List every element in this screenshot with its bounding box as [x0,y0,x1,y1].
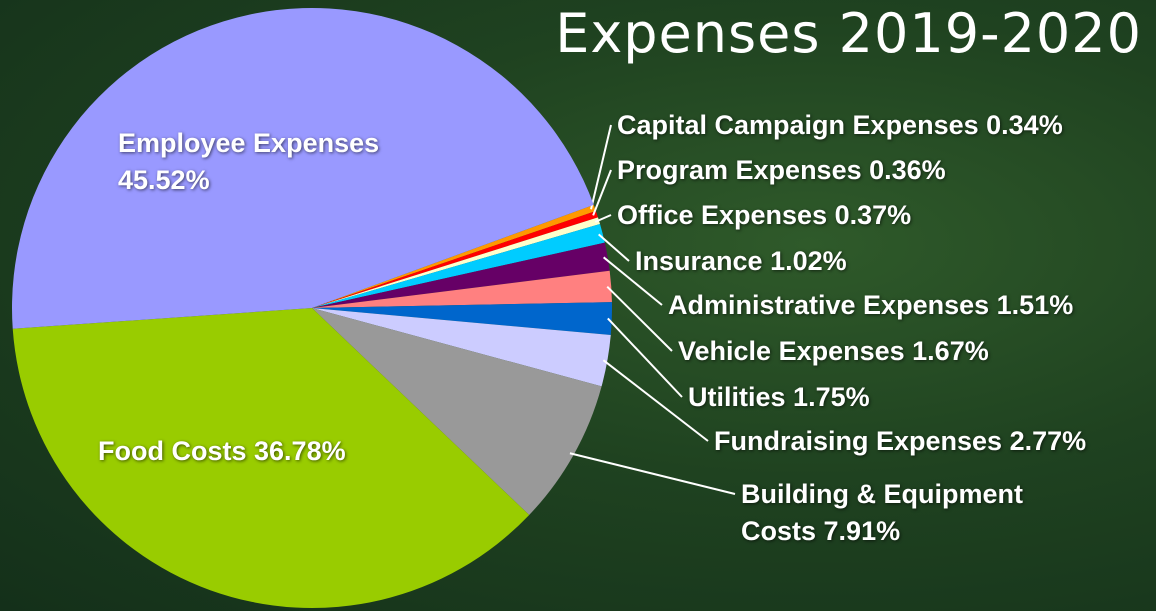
slice-label: Employee Expenses 45.52% [118,125,458,199]
slice-category: Employee Expenses [118,128,380,158]
pie-slice [12,8,594,329]
slice-category: Program Expenses [617,155,862,185]
slice-value: 0.34% [986,110,1063,140]
leader-line [590,124,612,210]
leader-line [607,317,683,398]
slice-value: 7.91% [823,516,901,546]
slice-value: 0.36% [869,155,946,185]
leader-line [606,285,673,352]
pie-slice [312,217,601,308]
slice-category: Vehicle Expenses [678,336,905,366]
slice-value: 2.77% [1009,426,1087,456]
slice-category: Fundraising Expenses [714,426,1003,456]
slice-value: 36.78% [254,436,346,466]
slice-label: Utilities 1.75% [688,379,870,416]
slice-category: Insurance [635,246,763,276]
pie-slice [312,270,612,308]
slice-label: Capital Campaign Expenses 0.34% [617,107,1063,144]
leader-line [569,452,736,495]
slice-value: 1.51% [996,290,1074,320]
slice-value: 1.67% [912,336,989,366]
slice-label: Insurance 1.02% [635,243,847,280]
pie-slice [312,302,612,336]
leader-line [602,359,709,442]
pie-slice [312,308,602,515]
leader-line [602,256,663,306]
slice-label: Food Costs 36.78% [98,433,346,470]
slice-value: 45.52% [118,165,210,195]
pie-slice [312,204,596,308]
chart-title: Expenses 2019-2020 [555,2,1142,65]
slice-label: Program Expenses 0.36% [617,152,946,189]
slice-category: Food Costs [98,436,247,466]
slice-category: Building & Equipment Costs [741,479,1023,546]
pie-slice [312,210,598,308]
pie-slice [312,242,610,308]
leader-line [592,169,612,216]
slice-value: 1.02% [770,246,847,276]
slice-label: Office Expenses 0.37% [617,197,911,234]
slice-label: Vehicle Expenses 1.67% [678,333,989,370]
slice-label: Building & Equipment Costs 7.91% [741,476,1086,550]
slice-category: Capital Campaign Expenses [617,110,979,140]
leader-line [594,214,612,223]
leader-line [598,233,630,262]
slice-category: Utilities [688,382,786,412]
slice-value: 1.75% [793,382,870,412]
slice-category: Office Expenses [617,200,828,230]
slice-value: 0.37% [834,200,912,230]
slice-label: Administrative Expenses 1.51% [668,287,1073,324]
slice-category: Administrative Expenses [668,290,990,320]
pie-slice [312,224,605,308]
slice-label: Fundraising Expenses 2.77% [714,423,1086,460]
pie-slice [12,308,530,608]
pie-slice [312,308,611,387]
